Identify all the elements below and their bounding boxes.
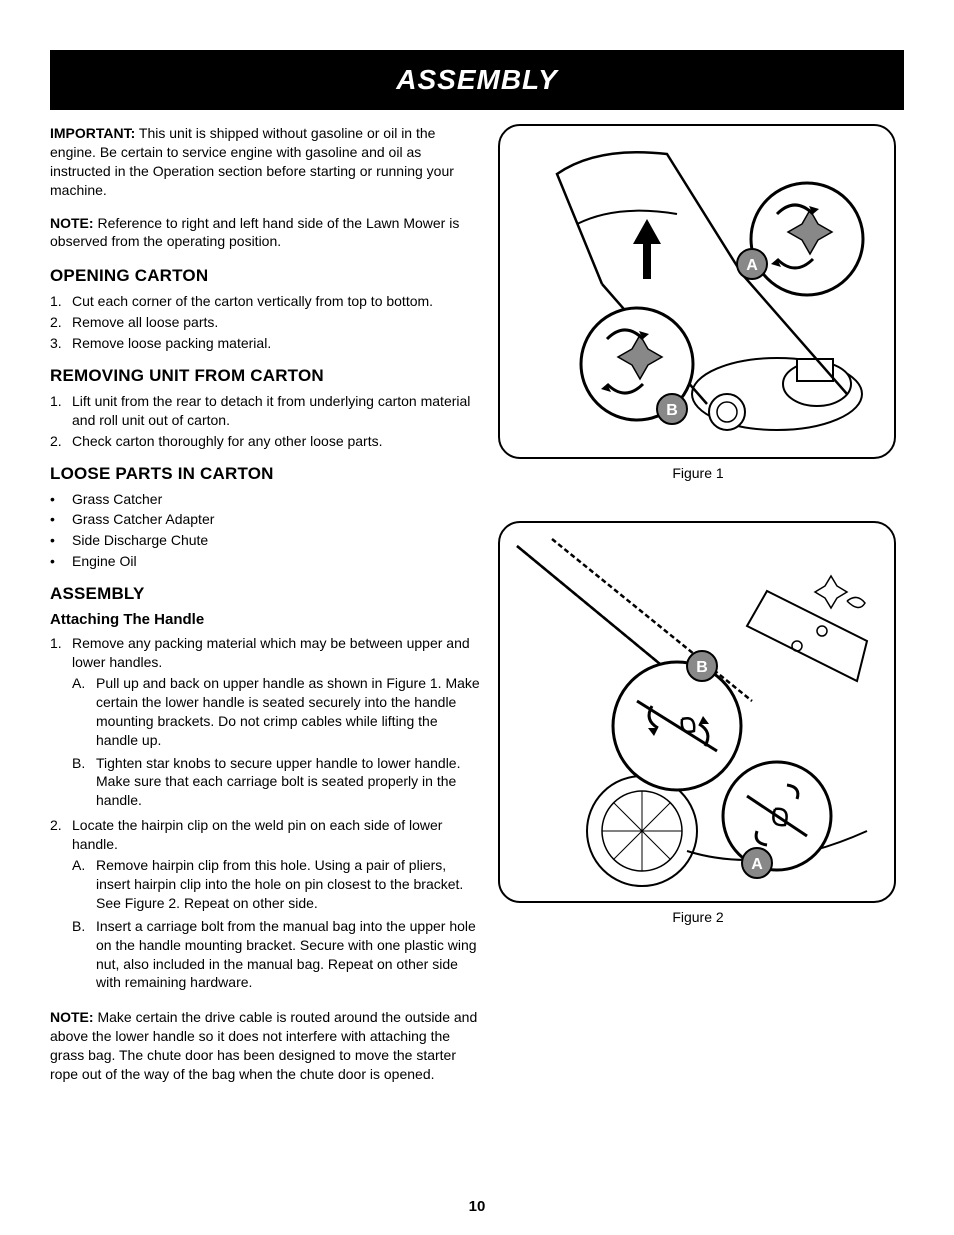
note1-paragraph: NOTE: Reference to right and left hand s… xyxy=(50,214,480,252)
figure-2-caption: Figure 2 xyxy=(498,909,898,925)
list-item: B.Tighten star knobs to secure upper han… xyxy=(72,754,480,811)
attaching-handle-list: 1. Remove any packing material which may… xyxy=(50,634,480,996)
figure-1-box: A B xyxy=(498,124,896,459)
note2-label: NOTE: xyxy=(50,1009,94,1025)
removing-unit-list: 1.Lift unit from the rear to detach it f… xyxy=(50,392,480,451)
list-item: Grass Catcher xyxy=(50,490,480,509)
important-paragraph: IMPORTANT: This unit is shipped without … xyxy=(50,124,480,200)
svg-text:B: B xyxy=(666,402,678,419)
list-item: 1.Lift unit from the rear to detach it f… xyxy=(50,392,480,430)
svg-text:A: A xyxy=(746,257,758,274)
svg-text:B: B xyxy=(696,659,708,676)
svg-text:A: A xyxy=(751,856,763,873)
note1-text: Reference to right and left hand side of… xyxy=(50,215,459,250)
list-item: Grass Catcher Adapter xyxy=(50,510,480,529)
list-item: 1.Cut each corner of the carton vertical… xyxy=(50,292,480,311)
attach-step1: Remove any packing material which may be… xyxy=(72,635,470,670)
note2-paragraph: NOTE: Make certain the drive cable is ro… xyxy=(50,1008,480,1084)
list-item: 2.Check carton thoroughly for any other … xyxy=(50,432,480,451)
list-item: 3.Remove loose packing material. xyxy=(50,334,480,353)
figure-1-illustration: A B xyxy=(507,134,887,449)
list-item: Engine Oil xyxy=(50,552,480,571)
note1-label: NOTE: xyxy=(50,215,94,231)
page-number: 10 xyxy=(0,1198,954,1215)
list-item: Side Discharge Chute xyxy=(50,531,480,550)
list-item: A.Remove hairpin clip from this hole. Us… xyxy=(72,856,480,913)
left-column: IMPORTANT: This unit is shipped without … xyxy=(50,124,480,1098)
list-item: A.Pull up and back on upper handle as sh… xyxy=(72,674,480,750)
opening-carton-list: 1.Cut each corner of the carton vertical… xyxy=(50,292,480,353)
note2-text: Make certain the drive cable is routed a… xyxy=(50,1009,477,1082)
important-label: IMPORTANT: xyxy=(50,125,135,141)
assembly-heading: ASSEMBLY xyxy=(50,583,480,606)
loose-parts-list: Grass Catcher Grass Catcher Adapter Side… xyxy=(50,490,480,572)
assembly-banner: ASSEMBLY xyxy=(50,50,904,110)
removing-unit-heading: REMOVING UNIT FROM CARTON xyxy=(50,365,480,388)
list-item: 2. Locate the hairpin clip on the weld p… xyxy=(50,816,480,996)
list-item: B.Insert a carriage bolt from the manual… xyxy=(72,917,480,993)
figure-2-illustration: B A xyxy=(507,531,887,893)
content-columns: IMPORTANT: This unit is shipped without … xyxy=(50,124,904,1098)
right-column: A B Figure 1 xyxy=(498,124,898,1098)
loose-parts-heading: LOOSE PARTS IN CARTON xyxy=(50,463,480,486)
list-item: 2.Remove all loose parts. xyxy=(50,313,480,332)
attaching-handle-heading: Attaching The Handle xyxy=(50,610,480,630)
attach-step2: Locate the hairpin clip on the weld pin … xyxy=(72,817,442,852)
opening-carton-heading: OPENING CARTON xyxy=(50,265,480,288)
list-item: 1. Remove any packing material which may… xyxy=(50,634,480,814)
figure-2-box: B A xyxy=(498,521,896,903)
figure-1-caption: Figure 1 xyxy=(498,465,898,481)
